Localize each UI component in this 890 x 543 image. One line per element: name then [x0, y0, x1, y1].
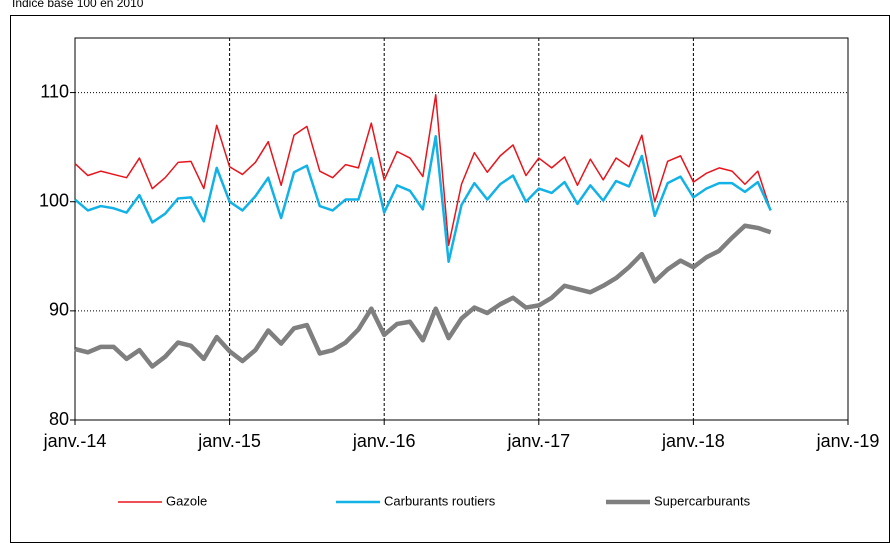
line-series — [74, 223, 772, 369]
line-series — [74, 94, 772, 247]
line-series — [74, 134, 772, 263]
y-tick-label: 100 — [39, 190, 69, 210]
plot-area — [74, 37, 849, 421]
x-tick-label: janv.-19 — [816, 431, 880, 451]
x-tick-label: janv.-14 — [43, 431, 107, 451]
legend-label: Supercarburants — [654, 493, 751, 508]
x-tick-label: janv.-18 — [661, 431, 725, 451]
chart-title: Indice base 100 en 2010 — [12, 0, 144, 10]
y-tick-label: 90 — [49, 300, 69, 320]
y-tick-label: 110 — [40, 81, 69, 101]
x-tick-label: janv.-15 — [197, 431, 261, 451]
legend-label: Gazole — [166, 493, 207, 508]
y-tick-label: 80 — [49, 409, 69, 429]
x-tick-label: janv.-17 — [506, 431, 570, 451]
legend-label: Carburants routiers — [384, 493, 496, 508]
chart-frame — [10, 15, 890, 543]
x-tick-label: janv.-16 — [352, 431, 416, 451]
